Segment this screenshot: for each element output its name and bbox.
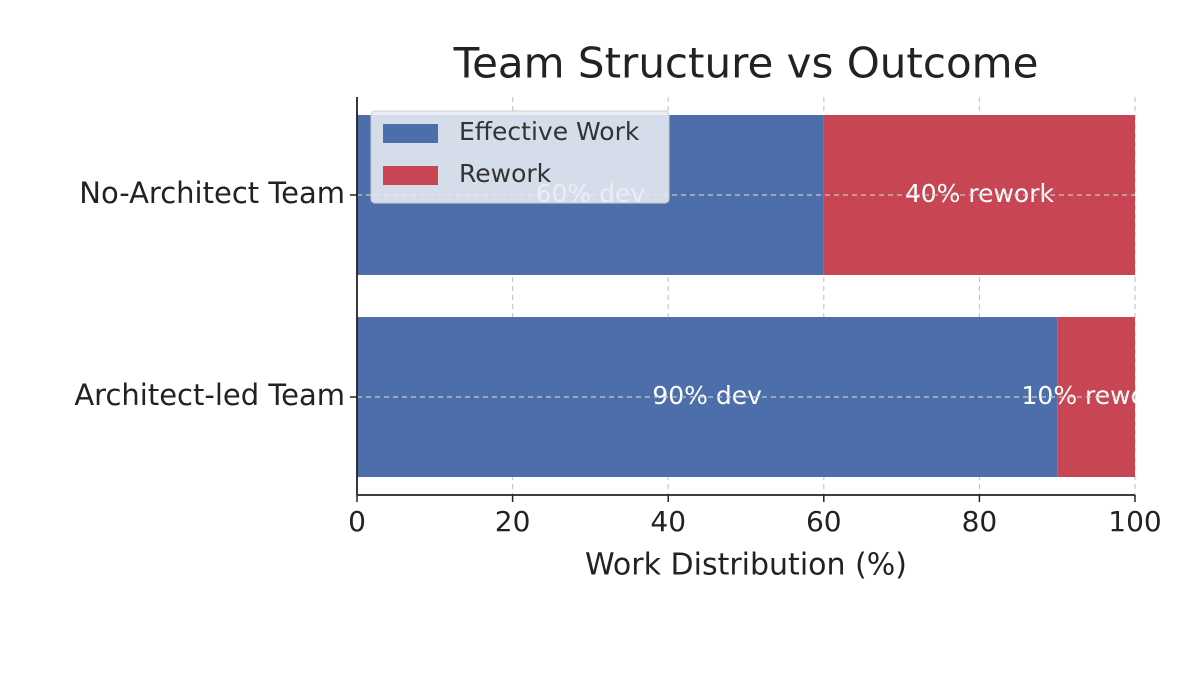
- axes: 0 20 40 60 80 100 Architect-led Team No-Archite…: [74, 97, 1162, 538]
- x-tick-label: 0: [348, 505, 366, 538]
- value-label: 10% rework: [1022, 381, 1172, 410]
- x-tick-label: 20: [495, 505, 531, 538]
- y-tick-label: Architect-led Team: [74, 378, 345, 412]
- legend-label: Rework: [459, 159, 552, 188]
- x-axis-label: Work Distribution (%): [585, 548, 907, 583]
- legend-swatch: [383, 124, 438, 143]
- x-tick-label: 40: [650, 505, 686, 538]
- bar-segment: [357, 317, 1058, 477]
- x-tick-label: 80: [962, 505, 998, 538]
- legend-box: [370, 110, 670, 204]
- value-label: 90% dev: [652, 381, 762, 410]
- value-label: 40% rework: [905, 179, 1055, 208]
- chart-title: Team Structure vs Outcome: [453, 39, 1039, 88]
- x-tick-label: 60: [806, 505, 842, 538]
- legend-label: Effective Work: [459, 117, 640, 146]
- y-tick-label: No-Architect Team: [79, 176, 345, 210]
- legend-swatch: [383, 166, 438, 185]
- legend: Effective Work Rework: [370, 110, 670, 204]
- x-tick-label: 100: [1108, 505, 1161, 538]
